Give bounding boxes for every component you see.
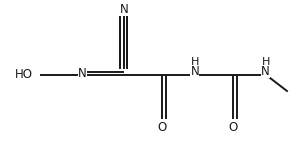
Text: H: H	[261, 57, 270, 67]
Text: N: N	[190, 65, 199, 78]
Text: O: O	[158, 121, 167, 134]
Text: O: O	[229, 121, 238, 134]
Text: H: H	[191, 57, 199, 67]
Text: N: N	[119, 3, 128, 16]
Text: N: N	[261, 65, 270, 78]
Text: N: N	[78, 67, 87, 79]
Text: HO: HO	[14, 68, 32, 81]
